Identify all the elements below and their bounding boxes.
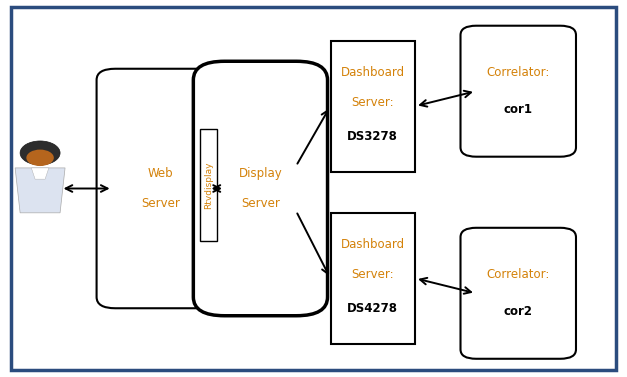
Text: Server: Server [141, 197, 180, 210]
Text: Correlator:: Correlator: [487, 66, 550, 79]
FancyBboxPatch shape [97, 69, 224, 308]
Bar [330, 213, 415, 344]
Text: cor1: cor1 [503, 103, 533, 116]
FancyBboxPatch shape [460, 26, 576, 157]
Polygon shape [31, 168, 49, 179]
Text: DS3278: DS3278 [347, 130, 398, 143]
Circle shape [20, 141, 60, 165]
Text: Display: Display [238, 167, 282, 180]
Bar [330, 41, 415, 172]
Text: Dashboard: Dashboard [340, 66, 405, 79]
FancyBboxPatch shape [11, 7, 616, 370]
Bar [200, 129, 218, 241]
Text: Server:: Server: [352, 268, 394, 281]
FancyBboxPatch shape [460, 228, 576, 359]
Text: Dashboard: Dashboard [340, 238, 405, 251]
Text: Web: Web [148, 167, 174, 180]
Text: Correlator:: Correlator: [487, 268, 550, 281]
Circle shape [26, 150, 54, 166]
Text: Rtvdisplay: Rtvdisplay [204, 161, 213, 208]
Text: cor2: cor2 [503, 305, 533, 319]
Text: Server:: Server: [352, 96, 394, 109]
Text: DS4278: DS4278 [347, 302, 398, 315]
FancyBboxPatch shape [193, 61, 327, 316]
Polygon shape [15, 168, 65, 213]
Text: Server: Server [241, 197, 280, 210]
